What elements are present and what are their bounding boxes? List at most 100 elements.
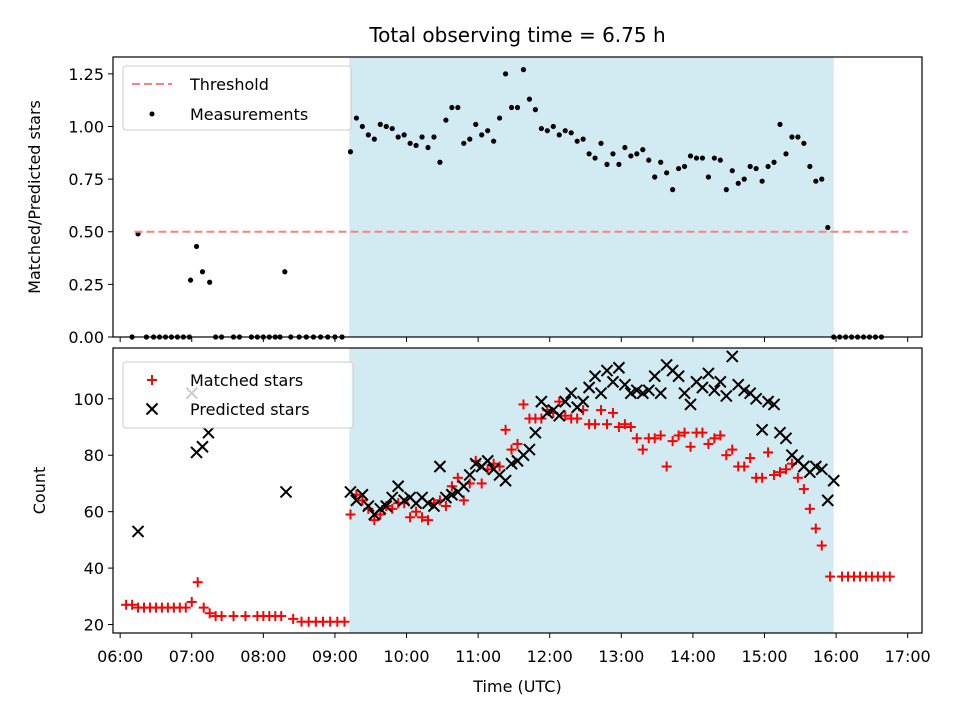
- x-tick-label: 06:00: [97, 647, 143, 666]
- measurement-point: [431, 134, 437, 140]
- measurement-point: [640, 147, 646, 153]
- matched-star-point: [180, 602, 191, 613]
- measurement-point: [443, 117, 449, 123]
- measurement-point: [497, 115, 503, 121]
- matched-star-point: [204, 608, 215, 619]
- measurement-point: [813, 178, 819, 184]
- matched-star-point: [276, 611, 287, 622]
- measurement-point: [753, 165, 759, 172]
- matched-star-point: [572, 413, 583, 424]
- measurement-point: [383, 123, 389, 130]
- matched-star-point: [458, 495, 469, 506]
- matched-stars-points: [121, 396, 895, 627]
- matched-star-point: [216, 611, 227, 622]
- bottom-y-tick-label: 80: [84, 446, 104, 465]
- matched-star-point: [655, 430, 666, 441]
- predicted-star-point: [380, 499, 393, 513]
- matched-star-point: [619, 419, 630, 430]
- top-y-tick-label: 0.00: [68, 328, 104, 347]
- matched-star-point: [596, 405, 607, 416]
- predicted-star-point: [755, 423, 769, 437]
- predicted-star-point: [433, 460, 447, 473]
- measurement-point: [646, 157, 652, 163]
- measurement-point: [479, 132, 485, 138]
- matched-star-point: [769, 469, 780, 480]
- measurement-point: [586, 151, 592, 157]
- measurement-point: [765, 163, 771, 170]
- matched-star-point: [560, 410, 571, 421]
- measurement-point: [568, 130, 574, 136]
- matched-star-point: [763, 447, 774, 458]
- matched-star-point: [697, 427, 708, 438]
- x-tick-label: 12:00: [527, 647, 573, 666]
- measurement-point: [550, 123, 556, 130]
- matched-star-point: [476, 478, 487, 489]
- measurement-point: [735, 180, 741, 186]
- matched-star-point: [613, 422, 624, 433]
- matched-star-point: [721, 450, 732, 461]
- measurement-point: [520, 67, 527, 73]
- legend-matched-swatch: [147, 375, 157, 385]
- matched-star-point: [369, 515, 380, 526]
- measurement-point: [795, 134, 801, 140]
- measurement-point: [544, 128, 550, 134]
- x-tick-label: 08:00: [240, 647, 286, 666]
- matched-star-point: [884, 571, 895, 582]
- predicted-star-point: [767, 398, 781, 411]
- matched-star-point: [357, 495, 368, 506]
- predicted-star-point: [654, 386, 667, 400]
- measurement-point: [389, 125, 395, 132]
- predicted-star-point: [541, 406, 554, 420]
- measurement-points: [129, 67, 885, 340]
- bottom-y-tick-label: 20: [84, 616, 104, 635]
- measurement-point: [461, 140, 467, 146]
- measurement-point: [187, 277, 194, 283]
- top-y-tick-label: 1.00: [68, 117, 104, 136]
- predicted-star-point: [397, 494, 411, 507]
- matched-star-point: [506, 444, 517, 455]
- measurement-point: [747, 163, 753, 170]
- measurement-point: [532, 107, 538, 113]
- measurement-point: [449, 104, 455, 111]
- matched-star-point: [405, 512, 416, 523]
- predicted-star-point: [196, 440, 209, 453]
- bottom-y-tick-label: 60: [84, 503, 104, 522]
- predicted-star-point: [582, 381, 596, 394]
- matched-star-point: [192, 577, 203, 588]
- predicted-star-point: [469, 457, 482, 470]
- predicted-star-point: [391, 480, 405, 493]
- predicted-star-point: [684, 398, 697, 411]
- x-tick-label: 11:00: [455, 647, 501, 666]
- top-x-ticks: [119, 337, 909, 342]
- matched-star-point: [500, 424, 511, 435]
- measurement-point: [825, 224, 831, 231]
- matched-star-point: [679, 427, 690, 438]
- measurement-point: [670, 187, 676, 193]
- bottom-x-ticks: 06:00 07:00 08:00 09:00 10:00 11:00 12:00 13:00…: [97, 633, 931, 666]
- matched-star-point: [649, 433, 660, 444]
- predicted-star-point: [564, 386, 578, 400]
- predicted-star-point: [630, 384, 644, 397]
- measurement-point: [580, 136, 586, 142]
- matched-star-point: [715, 430, 726, 441]
- measurement-point: [693, 155, 700, 161]
- predicted-star-point: [714, 375, 727, 389]
- legend-plus-marker: [147, 375, 157, 385]
- matched-star-point: [339, 616, 350, 627]
- predicted-star-point: [749, 392, 763, 405]
- measurement-point: [419, 134, 425, 140]
- measurement-point: [502, 71, 509, 77]
- top-y-tick-label: 1.25: [68, 65, 104, 84]
- measurement-point: [514, 104, 521, 111]
- predicted-star-point: [499, 474, 512, 487]
- matched-star-point: [631, 433, 642, 444]
- legend-measurements-swatch: [149, 111, 155, 117]
- matched-star-point: [411, 506, 422, 517]
- predicted-star-point: [720, 389, 733, 403]
- predicted-star-point: [131, 525, 145, 538]
- predicted-star-point: [642, 384, 655, 397]
- matched-star-point: [792, 472, 803, 483]
- bottom-axes-frame: [112, 347, 923, 634]
- matched-star-point: [739, 461, 750, 472]
- predicted-star-point: [481, 454, 494, 468]
